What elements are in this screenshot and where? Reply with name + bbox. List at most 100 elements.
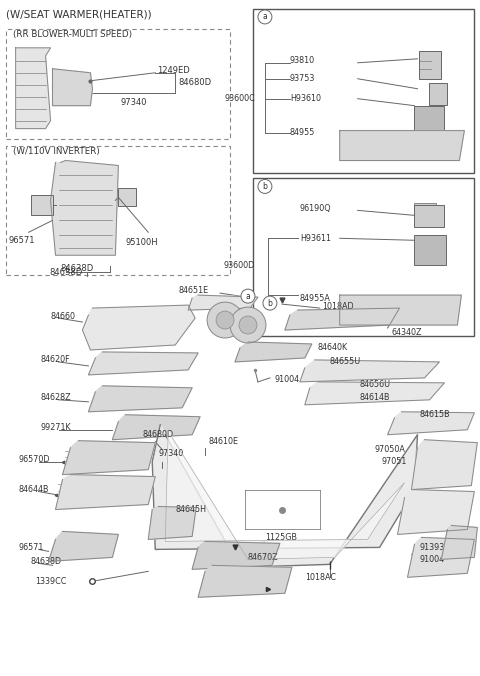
Text: 64340Z: 64340Z — [392, 327, 422, 337]
Text: (RR BLOWER-MULTI SPEED): (RR BLOWER-MULTI SPEED) — [12, 30, 132, 39]
Text: H93610: H93610 — [290, 94, 321, 103]
Polygon shape — [188, 295, 258, 310]
Polygon shape — [198, 565, 292, 598]
Bar — [430, 82, 447, 105]
Bar — [415, 206, 444, 227]
Text: 96571: 96571 — [19, 543, 44, 552]
Circle shape — [216, 311, 234, 329]
Polygon shape — [300, 360, 439, 382]
Text: 97050A: 97050A — [374, 445, 406, 454]
Text: 1125GB: 1125GB — [265, 533, 297, 542]
Text: 84645H: 84645H — [175, 505, 206, 514]
Polygon shape — [408, 537, 474, 577]
Text: 91004: 91004 — [420, 555, 444, 564]
Text: 97340: 97340 — [158, 449, 183, 458]
Polygon shape — [397, 489, 474, 535]
Polygon shape — [340, 295, 461, 325]
Text: 93600C: 93600C — [224, 94, 255, 103]
Bar — [6, 145, 230, 275]
Circle shape — [241, 289, 255, 303]
Polygon shape — [88, 386, 192, 412]
Polygon shape — [305, 382, 444, 405]
Polygon shape — [152, 425, 418, 567]
Polygon shape — [192, 541, 280, 569]
Polygon shape — [148, 506, 196, 539]
Text: 84955: 84955 — [290, 128, 315, 137]
Text: 1018AD: 1018AD — [322, 301, 353, 310]
Polygon shape — [62, 441, 155, 475]
Polygon shape — [48, 531, 119, 561]
Text: 84610E: 84610E — [208, 437, 238, 446]
Polygon shape — [83, 305, 195, 350]
Polygon shape — [285, 308, 399, 330]
Text: 84615B: 84615B — [420, 410, 450, 419]
Text: a: a — [246, 291, 251, 301]
Bar — [31, 195, 52, 216]
Text: 84638D: 84638D — [31, 557, 62, 566]
Polygon shape — [340, 130, 464, 160]
Text: 84628Z: 84628Z — [41, 393, 71, 402]
Text: 96190Q: 96190Q — [300, 204, 332, 213]
Text: 84651E: 84651E — [178, 286, 208, 295]
Polygon shape — [50, 160, 119, 256]
Polygon shape — [442, 525, 477, 559]
Text: 95100H: 95100H — [125, 238, 158, 247]
Text: 84614B: 84614B — [360, 393, 390, 402]
Text: b: b — [267, 299, 272, 308]
Text: (W/SEAT WARMER(HEATER)): (W/SEAT WARMER(HEATER)) — [6, 10, 151, 20]
Text: 84638D: 84638D — [60, 264, 94, 272]
Text: 84655U: 84655U — [330, 358, 361, 366]
Bar — [119, 189, 136, 206]
Circle shape — [239, 316, 257, 334]
Text: 84680D: 84680D — [178, 78, 211, 87]
Circle shape — [258, 10, 272, 24]
Text: 96571: 96571 — [9, 236, 35, 245]
Text: 96570D: 96570D — [19, 455, 50, 464]
Circle shape — [207, 302, 243, 338]
Polygon shape — [411, 439, 477, 489]
Circle shape — [263, 296, 277, 310]
Text: b: b — [263, 182, 267, 191]
Polygon shape — [112, 415, 200, 439]
Text: 84680D: 84680D — [142, 430, 173, 439]
Bar — [253, 178, 474, 336]
Text: 84640K: 84640K — [318, 343, 348, 352]
Polygon shape — [235, 342, 312, 362]
Polygon shape — [387, 412, 474, 435]
Text: 1339CC: 1339CC — [36, 577, 67, 586]
Text: 93810: 93810 — [290, 56, 315, 66]
Polygon shape — [56, 475, 155, 510]
Bar — [420, 51, 442, 78]
Bar — [253, 9, 474, 174]
Text: 84656U: 84656U — [360, 381, 391, 389]
Text: 97051: 97051 — [382, 457, 407, 466]
Text: 84620F: 84620F — [41, 356, 70, 364]
Text: 93600D: 93600D — [224, 261, 255, 270]
Polygon shape — [16, 48, 50, 128]
Text: 91004: 91004 — [275, 375, 300, 385]
Text: 93753: 93753 — [290, 74, 315, 83]
Circle shape — [258, 179, 272, 193]
Text: 84670Z: 84670Z — [248, 553, 278, 562]
Text: H93611: H93611 — [300, 234, 331, 243]
Text: a: a — [263, 12, 267, 22]
Text: 84955A: 84955A — [300, 293, 331, 303]
Polygon shape — [52, 69, 93, 105]
Text: 84644B: 84644B — [19, 485, 49, 494]
Bar — [415, 105, 444, 136]
Polygon shape — [165, 430, 405, 559]
Text: 1249ED: 1249ED — [157, 66, 190, 75]
Text: 1125DA: 1125DA — [216, 585, 248, 594]
Bar — [415, 203, 436, 225]
Text: 1018AC: 1018AC — [305, 573, 336, 582]
Text: 97340: 97340 — [120, 98, 147, 107]
Text: 84638D: 84638D — [49, 268, 82, 276]
Bar — [6, 29, 230, 139]
Text: (W/110V INVERTER): (W/110V INVERTER) — [12, 147, 99, 156]
Circle shape — [230, 307, 266, 343]
Text: 99271K: 99271K — [41, 423, 71, 432]
Bar — [415, 235, 446, 265]
Text: 91393: 91393 — [420, 543, 445, 552]
Polygon shape — [88, 352, 198, 375]
Text: 84660: 84660 — [50, 312, 75, 320]
